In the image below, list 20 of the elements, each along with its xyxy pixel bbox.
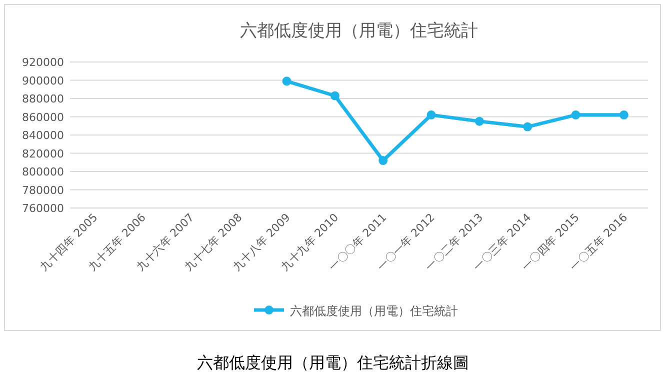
y-tick-label: 900000 [22, 74, 64, 88]
point [619, 110, 628, 120]
point [474, 116, 484, 126]
point [378, 156, 388, 166]
point [571, 110, 580, 120]
y-tick-label: 760000 [22, 202, 64, 215]
y-tick-label: 820000 [22, 147, 64, 160]
point [523, 122, 532, 132]
y-tick-label: 780000 [22, 184, 64, 197]
point [330, 91, 340, 100]
point [282, 76, 292, 86]
y-tick-label: 920000 [22, 56, 64, 69]
y-tick-label: 880000 [22, 92, 64, 106]
chart-title: 六都低度使用（用電）住宅統計 [240, 21, 478, 41]
y-tick-label: 800000 [22, 166, 64, 178]
y-tick-label: 860000 [22, 110, 64, 124]
point [426, 110, 436, 120]
legend-label: 六都低度使用（用電）住宅統計 [290, 304, 458, 318]
y-tick-label: 840000 [22, 129, 64, 142]
text: 六都低度使用（用電）住宅統計折線圖 [197, 353, 469, 372]
